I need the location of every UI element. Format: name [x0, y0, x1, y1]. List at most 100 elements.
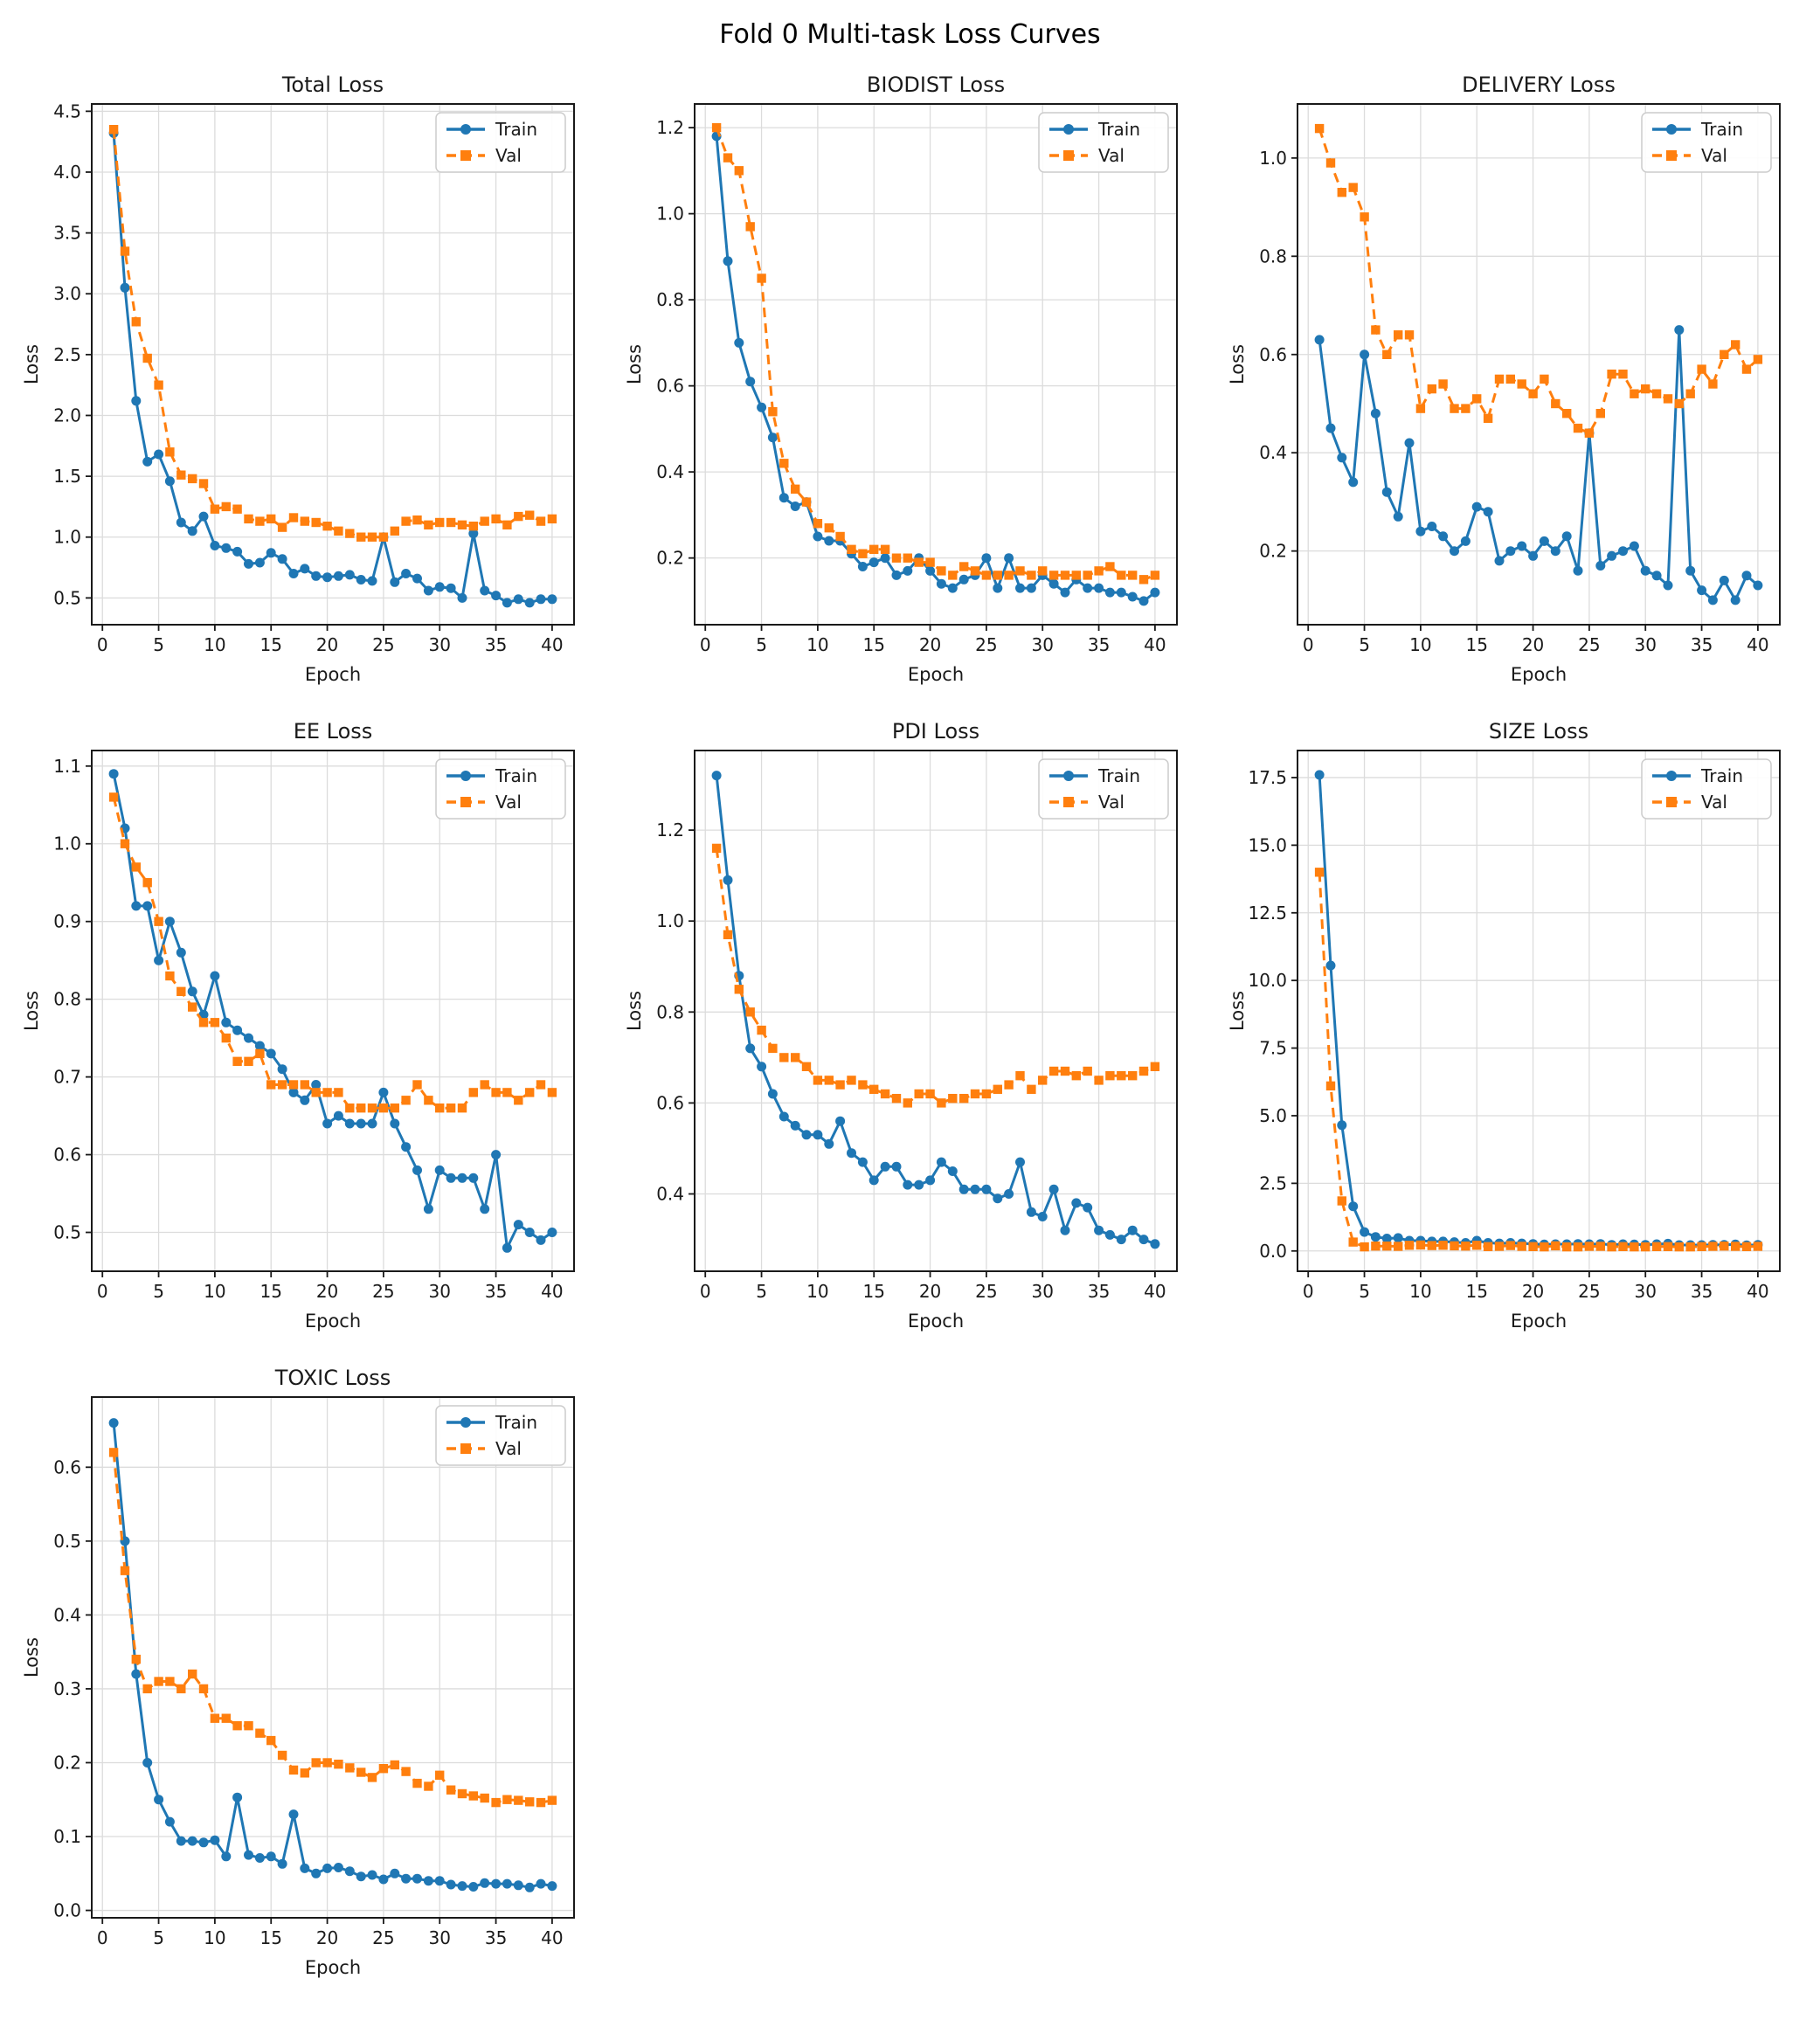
x-tick-label: 10 [806, 1281, 828, 1302]
train-marker [502, 1242, 512, 1253]
val-marker [1618, 1242, 1628, 1251]
x-tick-label: 30 [1032, 634, 1054, 655]
val-marker [378, 1764, 389, 1774]
y-tick-label: 4.0 [53, 162, 81, 183]
axes-biodist-loss: 0 5 10 15 20 25 30 35 40 0.2 0.4 0.6 0.8 1.0 1.2 BIODIS… [624, 73, 1178, 685]
val-marker [232, 1056, 242, 1066]
x-tick-label: 0 [1303, 634, 1314, 655]
train-marker [1393, 511, 1403, 522]
val-marker [188, 1669, 197, 1679]
val-marker [435, 517, 445, 528]
x-tick-label: 35 [485, 1927, 507, 1948]
x-tick-label: 20 [1522, 1281, 1544, 1302]
val-marker [244, 1056, 253, 1066]
train-marker [1370, 1232, 1381, 1242]
train-marker [1381, 1234, 1392, 1243]
val-marker [1060, 1066, 1070, 1076]
train-marker [1150, 1239, 1160, 1249]
tick-marks [86, 1466, 553, 1924]
plot-area [92, 751, 574, 1271]
y-axis-label: Loss [624, 991, 645, 1031]
val-marker [1731, 1242, 1740, 1251]
val-marker [536, 1080, 546, 1090]
val-marker [120, 246, 130, 256]
train-marker [1127, 591, 1138, 602]
train-marker [333, 1863, 343, 1872]
train-marker [1348, 1201, 1359, 1212]
train-marker [891, 1161, 902, 1172]
train-line [112, 773, 553, 1249]
val-marker [1427, 1241, 1436, 1250]
val-marker [1517, 379, 1526, 389]
val-marker [188, 1002, 197, 1012]
train-marker [446, 1173, 456, 1183]
train-marker [210, 971, 220, 981]
val-marker [1472, 1241, 1482, 1250]
train-marker [1094, 583, 1104, 593]
train-marker [232, 546, 243, 557]
y-tick-label: 1.2 [656, 117, 684, 138]
train-marker [210, 1835, 220, 1845]
val-marker [1674, 1242, 1684, 1252]
x-axis-label: Epoch [305, 1311, 361, 1332]
val-marker [711, 122, 722, 133]
tick-labels: 0 5 10 15 20 25 30 35 40 0.0 2.5 5.0 7.5 10.0 12.5 15.0… [1248, 767, 1768, 1302]
train-marker [1060, 1225, 1070, 1235]
val-marker [1105, 562, 1115, 571]
val-line [715, 847, 1156, 1104]
val-marker [1607, 370, 1616, 379]
val-marker [356, 532, 366, 542]
val-marker [1595, 1242, 1605, 1251]
val-marker [1004, 571, 1014, 580]
train-marker [547, 1228, 557, 1237]
val-marker [1438, 379, 1448, 389]
train-marker [993, 583, 1003, 593]
train-marker [757, 402, 767, 412]
val-marker [801, 497, 812, 507]
val-series [108, 125, 557, 542]
x-tick-label: 35 [1691, 634, 1713, 655]
val-marker [1461, 404, 1471, 413]
val-marker [412, 1778, 422, 1788]
val-marker [1494, 374, 1505, 384]
y-tick-label: 7.5 [1259, 1038, 1287, 1059]
val-marker [1404, 330, 1415, 340]
train-marker [779, 1111, 789, 1122]
train-marker [131, 901, 142, 911]
val-marker [869, 544, 879, 554]
train-marker [1381, 487, 1392, 497]
val-marker [356, 1768, 366, 1777]
val-marker [491, 514, 501, 524]
train-marker [536, 1235, 546, 1245]
tick-labels: 0 5 10 15 20 25 30 35 40 0.5 0.6 0.7 0.8 0.9 1.0 1.1 [53, 756, 563, 1302]
train-marker [434, 1165, 445, 1175]
x-tick-label: 25 [1578, 634, 1600, 655]
subplot-title: SIZE Loss [1489, 719, 1588, 744]
x-tick-label: 20 [1522, 634, 1544, 655]
val-marker [824, 1076, 834, 1085]
y-tick-label: 1.0 [656, 204, 684, 225]
val-marker [198, 479, 209, 488]
val-series [711, 843, 1160, 1108]
val-marker [1015, 566, 1025, 576]
train-marker [480, 1204, 490, 1214]
train-marker [880, 553, 890, 564]
train-marker [1460, 536, 1471, 546]
subplot-title: Total Loss [281, 73, 384, 97]
axes-frame [91, 103, 575, 626]
y-tick-label: 0.8 [656, 289, 684, 310]
val-marker [1685, 389, 1695, 398]
train-marker [958, 574, 969, 585]
val-marker [1138, 1066, 1149, 1076]
x-tick-label: 35 [1691, 1281, 1713, 1302]
train-marker [423, 1876, 433, 1886]
train-marker [446, 583, 456, 593]
val-marker [142, 353, 152, 363]
train-marker [857, 562, 868, 571]
train-marker [468, 1173, 479, 1183]
train-marker [254, 557, 265, 568]
val-marker [723, 153, 733, 163]
train-marker [723, 875, 733, 885]
val-marker [424, 1096, 433, 1105]
train-marker [868, 557, 879, 568]
